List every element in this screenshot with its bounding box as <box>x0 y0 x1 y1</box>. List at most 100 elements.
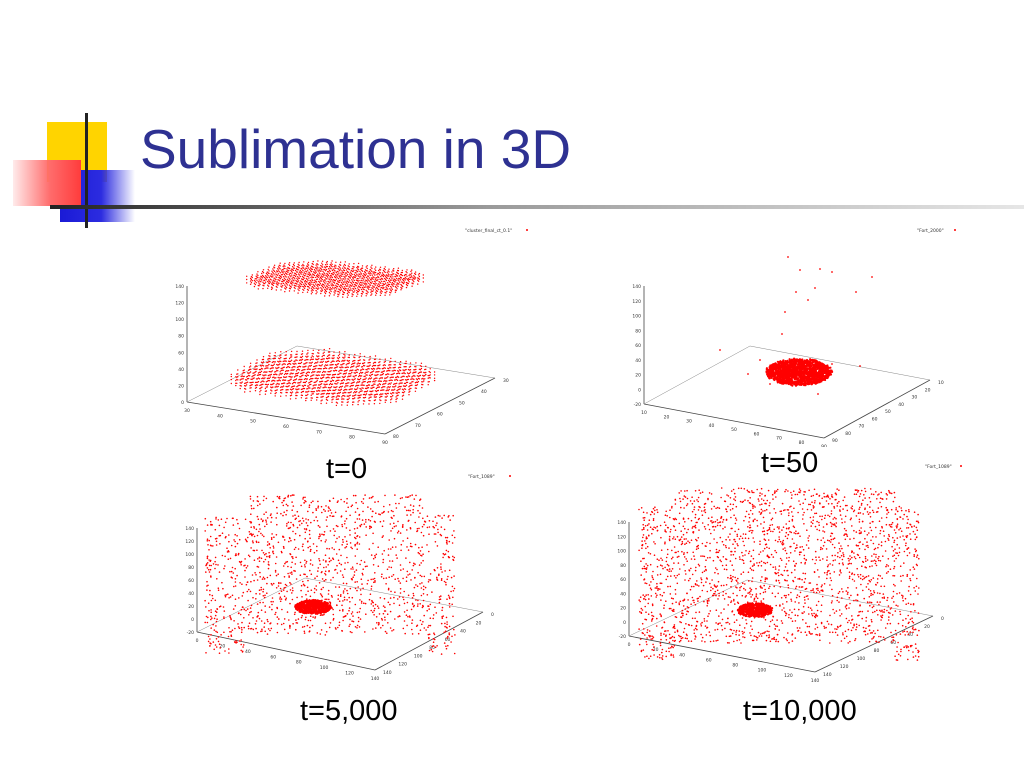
data-point <box>293 494 295 496</box>
data-point <box>380 275 382 278</box>
data-point <box>367 365 369 367</box>
data-point <box>265 276 268 278</box>
data-point <box>413 369 415 371</box>
data-point <box>306 368 308 371</box>
data-point <box>297 277 300 279</box>
data-point <box>215 544 218 546</box>
data-point <box>322 374 325 376</box>
data-point <box>772 373 776 377</box>
data-point <box>325 357 328 360</box>
data-point <box>246 275 248 277</box>
data-point <box>448 540 451 543</box>
data-point <box>361 382 363 384</box>
data-point <box>267 365 269 367</box>
data-point <box>284 262 286 265</box>
data-point <box>394 388 396 390</box>
data-point <box>309 378 311 381</box>
data-point <box>316 273 319 275</box>
data-point <box>339 386 342 388</box>
data-point <box>268 355 270 357</box>
data-point <box>344 354 346 356</box>
tick-label: 60 <box>188 578 194 584</box>
data-point <box>256 359 258 361</box>
data-point <box>325 539 327 541</box>
data-point <box>451 534 454 537</box>
data-point <box>368 403 370 405</box>
data-point <box>368 273 370 275</box>
data-point <box>257 372 260 374</box>
data-point <box>335 360 338 362</box>
data-point <box>393 596 395 599</box>
data-point <box>290 350 293 353</box>
data-point <box>374 381 376 383</box>
data-point <box>795 374 798 378</box>
data-point <box>390 287 393 289</box>
data-point <box>256 279 258 281</box>
data-point <box>446 623 448 626</box>
data-point <box>400 283 402 286</box>
data-point <box>278 271 280 273</box>
data-point <box>262 284 264 286</box>
data-point <box>361 519 364 521</box>
data-point <box>405 286 408 289</box>
data-point <box>317 283 319 285</box>
data-point <box>377 279 379 281</box>
data-point <box>393 268 395 270</box>
data-point <box>234 598 237 600</box>
data-point <box>824 370 827 374</box>
data-point <box>321 371 324 374</box>
data-point <box>248 614 250 616</box>
data-point <box>325 566 327 568</box>
data-point <box>383 367 385 369</box>
data-point <box>258 556 261 559</box>
data-point <box>281 280 283 283</box>
data-point <box>313 381 315 384</box>
data-point <box>441 517 443 519</box>
data-point <box>339 285 341 288</box>
data-point <box>248 368 251 371</box>
data-point <box>301 391 304 393</box>
data-point <box>383 283 385 286</box>
data-point <box>254 384 257 387</box>
data-point <box>816 381 819 384</box>
data-point <box>375 277 377 279</box>
data-point <box>301 355 304 358</box>
data-point <box>330 284 332 286</box>
data-point <box>239 387 241 390</box>
data-point <box>769 372 772 375</box>
data-point <box>276 283 278 286</box>
data-point <box>417 274 420 276</box>
data-point <box>785 374 788 377</box>
data-point <box>221 554 224 557</box>
data-point <box>778 380 781 383</box>
data-point <box>398 383 400 385</box>
data-point <box>352 375 354 377</box>
data-point <box>352 404 354 406</box>
data-point <box>362 379 364 381</box>
data-point <box>799 383 802 386</box>
data-point <box>353 356 355 358</box>
data-point <box>335 401 338 403</box>
data-point <box>396 288 398 290</box>
data-point <box>333 386 335 388</box>
data-point <box>433 377 436 379</box>
data-point <box>384 269 386 271</box>
data-point <box>408 281 410 283</box>
data-point <box>346 267 349 269</box>
data-point <box>326 547 328 550</box>
data-point <box>310 268 313 270</box>
data-point <box>340 364 342 366</box>
data-point <box>324 295 326 297</box>
data-point <box>251 274 253 276</box>
data-point <box>230 373 232 376</box>
legend-marker <box>954 229 956 231</box>
data-point <box>328 368 330 370</box>
data-point <box>316 380 318 382</box>
data-point <box>294 362 296 364</box>
data-point <box>311 278 313 280</box>
data-point <box>338 386 341 389</box>
data-point <box>215 620 218 623</box>
data-point <box>288 284 291 286</box>
data-point <box>264 276 266 279</box>
data-point <box>278 276 280 279</box>
